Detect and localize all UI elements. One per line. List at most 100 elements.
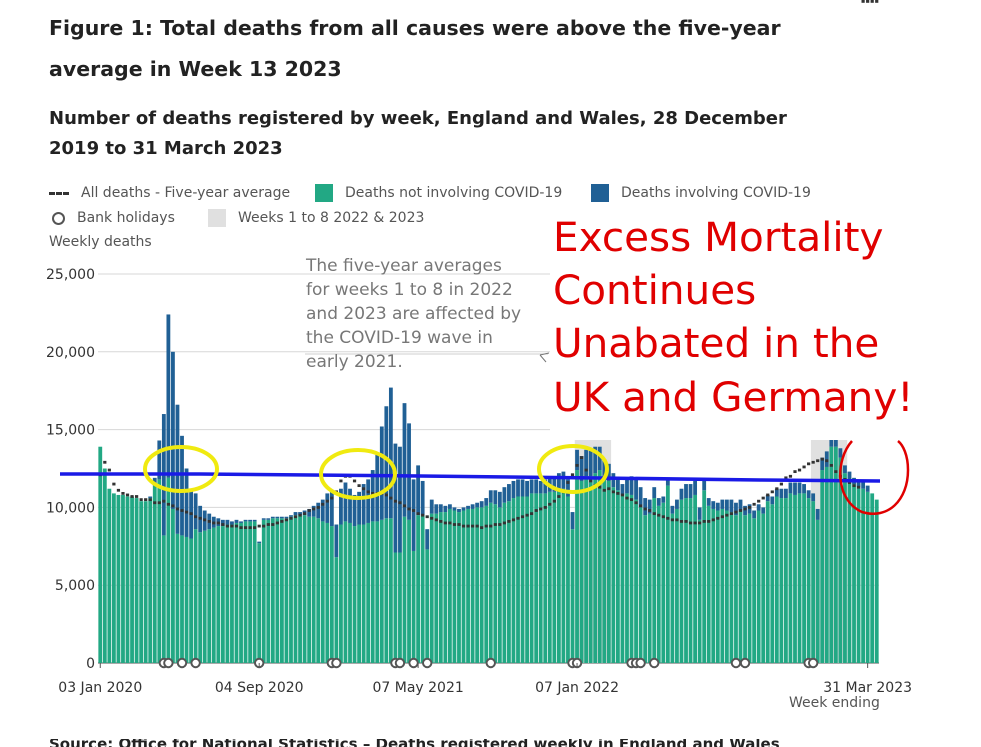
annotation-line: the COVID-19 wave in bbox=[306, 328, 493, 348]
average-point bbox=[788, 474, 793, 478]
bar-non-covid bbox=[457, 512, 461, 663]
bar-covid bbox=[407, 423, 411, 520]
bar-covid bbox=[679, 488, 684, 500]
bar-covid bbox=[606, 463, 611, 481]
bar-covid bbox=[452, 507, 457, 511]
bar-covid bbox=[466, 505, 470, 509]
bar-non-covid bbox=[833, 446, 838, 663]
average-point bbox=[253, 526, 257, 530]
bar-non-covid bbox=[566, 496, 570, 663]
bar-non-covid bbox=[157, 479, 162, 663]
annotation-line: for weeks 1 to 8 in 2022 bbox=[306, 280, 513, 300]
bar-non-covid bbox=[643, 515, 648, 663]
bar-non-covid bbox=[348, 522, 352, 663]
bar-covid bbox=[561, 471, 566, 489]
bar-non-covid bbox=[425, 549, 430, 663]
bar-non-covid bbox=[152, 485, 157, 663]
y-tick-labels: 0 5,000 10,000 15,000 20,000 25,000 bbox=[46, 267, 95, 672]
bar-non-covid bbox=[715, 510, 720, 663]
figure-subtitle: Number of deaths registered by week, Eng… bbox=[49, 108, 787, 159]
bar-covid bbox=[425, 529, 430, 550]
bar-covid bbox=[729, 499, 734, 513]
average-point bbox=[243, 526, 248, 530]
bar-covid bbox=[357, 491, 361, 525]
bar-non-covid bbox=[570, 529, 575, 663]
bar-covid bbox=[570, 512, 575, 530]
bar-covid bbox=[184, 468, 189, 537]
average-point bbox=[207, 520, 211, 523]
bar-non-covid bbox=[361, 524, 366, 663]
bar-non-covid bbox=[729, 512, 734, 663]
average-point bbox=[511, 518, 516, 522]
bar-non-covid bbox=[102, 468, 107, 663]
average-point bbox=[738, 509, 743, 512]
average-point bbox=[711, 518, 715, 522]
average-point bbox=[657, 513, 661, 517]
bar-covid bbox=[706, 498, 711, 506]
average-point bbox=[393, 499, 398, 503]
bar-non-covid bbox=[289, 516, 293, 663]
bar-covid bbox=[843, 465, 847, 474]
bar-non-covid bbox=[670, 513, 675, 663]
bar-covid bbox=[743, 505, 747, 516]
bar-covid bbox=[284, 516, 289, 519]
bar-covid bbox=[470, 504, 475, 509]
bar-non-covid bbox=[765, 501, 770, 663]
average-point bbox=[747, 506, 752, 509]
legend-item-non-covid: Deaths not involving COVID-19 bbox=[315, 183, 562, 203]
bar-non-covid bbox=[366, 522, 371, 663]
legend-label: Bank holidays bbox=[77, 210, 175, 226]
average-point bbox=[816, 459, 820, 463]
average-point bbox=[793, 470, 797, 474]
bar-covid bbox=[856, 480, 861, 488]
average-point bbox=[866, 0, 870, 3]
bar-non-covid bbox=[116, 494, 121, 663]
bar-non-covid bbox=[556, 488, 561, 663]
average-point bbox=[330, 496, 334, 500]
bar-covid bbox=[339, 488, 343, 525]
bar-covid bbox=[275, 516, 280, 519]
bar-non-covid bbox=[865, 491, 870, 663]
average-point bbox=[107, 468, 111, 472]
bar-non-covid bbox=[161, 535, 166, 663]
average-point bbox=[666, 516, 670, 520]
bar-covid bbox=[788, 482, 793, 494]
average-point bbox=[366, 490, 370, 494]
bar-covid bbox=[665, 479, 670, 486]
average-point bbox=[416, 512, 420, 516]
bar-covid bbox=[148, 496, 153, 499]
y-tick-label: 15,000 bbox=[46, 423, 95, 439]
average-point bbox=[398, 501, 402, 505]
bank-holiday-marker bbox=[739, 657, 751, 669]
bar-non-covid bbox=[784, 498, 788, 663]
average-point bbox=[203, 518, 207, 522]
average-point bbox=[321, 502, 325, 506]
bar-non-covid bbox=[597, 470, 602, 663]
bar-covid bbox=[402, 403, 407, 517]
bar-covid bbox=[393, 443, 398, 553]
bar-non-covid bbox=[107, 488, 112, 663]
average-point bbox=[430, 516, 434, 520]
bar-non-covid bbox=[379, 519, 384, 663]
bar-non-covid bbox=[402, 516, 407, 663]
average-point bbox=[471, 524, 475, 528]
average-point bbox=[153, 501, 157, 505]
average-point bbox=[157, 501, 161, 505]
average-point bbox=[720, 515, 724, 519]
bar-covid bbox=[611, 473, 616, 488]
bar-non-covid bbox=[270, 518, 275, 663]
bar-covid bbox=[398, 446, 402, 553]
average-point bbox=[752, 502, 756, 506]
average-point bbox=[316, 506, 320, 509]
bar-covid bbox=[239, 521, 243, 523]
average-point bbox=[625, 496, 629, 500]
bar-non-covid bbox=[143, 501, 148, 663]
bar-covid bbox=[447, 504, 452, 509]
bars-layer bbox=[98, 314, 879, 663]
bar-covid bbox=[802, 484, 806, 494]
bar-covid bbox=[806, 490, 811, 499]
average-point bbox=[861, 0, 865, 3]
bar-covid bbox=[711, 501, 716, 509]
bar-non-covid bbox=[829, 446, 834, 663]
legend-item-shaded-weeks: Weeks 1 to 8 2022 & 2023 bbox=[208, 208, 424, 228]
